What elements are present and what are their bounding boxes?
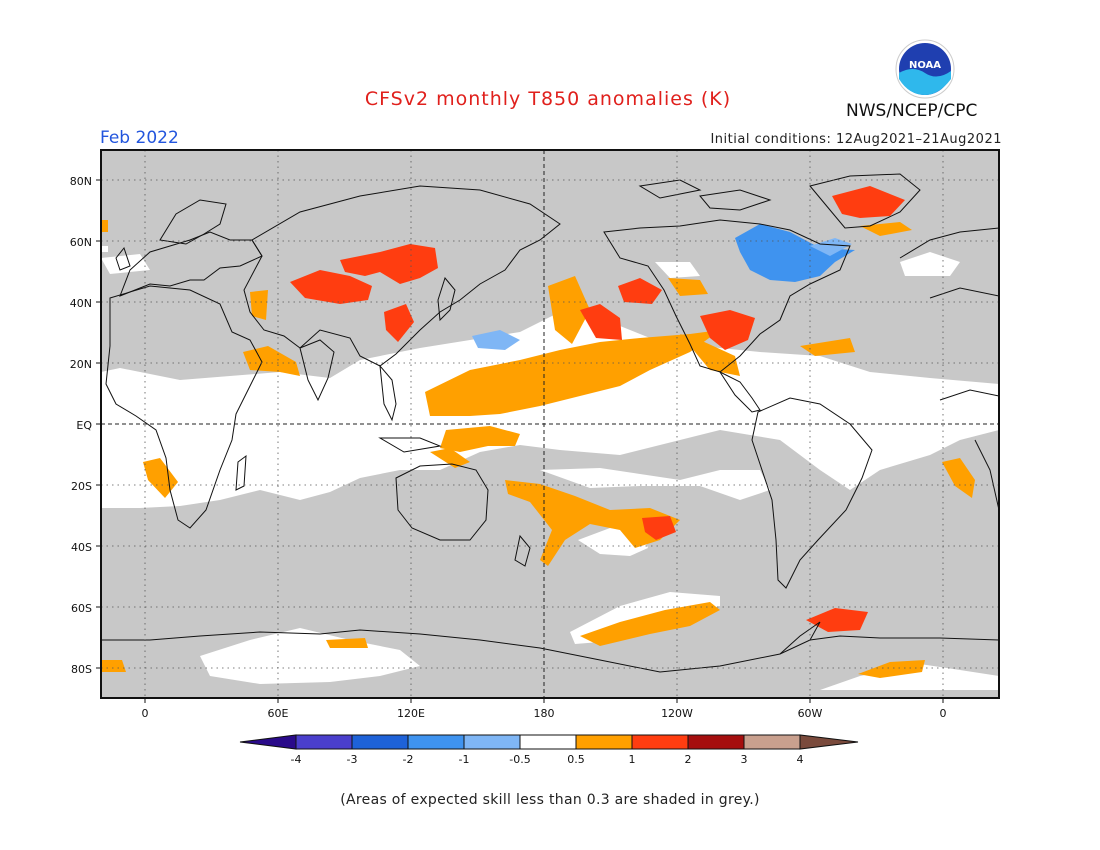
colorbar-bin [407,734,465,750]
lat-ticks [96,179,101,669]
colorbar-bin [575,734,633,750]
valid-month: Feb 2022 [100,128,179,148]
skill-footnote: (Areas of expected skill less than 0.3 a… [340,792,760,808]
graticule [101,150,999,698]
colorbar-bin [687,734,745,750]
coastlines [101,173,999,673]
colorbar-bin [351,734,409,750]
noaa-logo-text: NOAA [909,60,941,71]
lat-label: 20N [70,358,92,371]
colorbar-tick: 2 [685,753,692,766]
lat-label: 20S [71,480,92,493]
initial-conditions: Initial conditions: 12Aug2021–21Aug2021 [710,132,1002,147]
lon-label: 120E [397,707,425,720]
lat-label: 40N [70,297,92,310]
colorbar-tick: 4 [797,753,804,766]
lat-label: 40S [71,541,92,554]
warm-anomaly-0.5-1 [101,220,975,678]
colorbar-tick: 3 [741,753,748,766]
lon-label: 0 [940,707,947,720]
lat-label: EQ [76,419,92,432]
colorbar-bin [463,734,521,750]
colorbar-tick: 0.5 [567,753,585,766]
colorbar-tick: -4 [291,753,302,766]
colorbar-tick: -3 [347,753,358,766]
colorbar-arrow-low [239,734,297,750]
lon-labels: 0 60E 120E 180 120W 60W 0 [142,707,947,720]
lat-label: 80S [71,663,92,676]
colorbar-bin [519,734,577,750]
lat-label: 80N [70,175,92,188]
cold-anomaly [472,224,855,350]
equator-dateline [101,150,999,698]
lat-label: 60N [70,236,92,249]
colorbar-tick: -2 [403,753,414,766]
warm-anomaly-1-2 [290,186,905,632]
colorbar-bin [631,734,689,750]
colorbar-tick: -0.5 [509,753,530,766]
neutral-anomaly-regions [101,246,999,690]
lon-label: 60W [798,707,823,720]
colorbar-tick: -1 [459,753,470,766]
lon-label: 120W [661,707,693,720]
lat-labels: 80N 60N 40N 20N EQ 20S 40S 60S 80S [70,175,93,676]
map-title: CFSv2 monthly T850 anomalies (K) [364,88,732,110]
colorbar-labels: -4 -3 -2 -1 -0.5 0.5 1 2 3 4 [291,753,804,766]
colorbar-bin [295,734,353,750]
lon-label: 180 [534,707,555,720]
colorbar [239,734,859,750]
lon-label: 0 [142,707,149,720]
lon-ticks [144,698,944,703]
agency-label: NWS/NCEP/CPC [846,101,978,121]
colorbar-arrow-high [799,734,859,750]
colorbar-tick: 1 [629,753,636,766]
lon-label: 60E [268,707,289,720]
lat-label: 60S [71,602,92,615]
noaa-logo: NOAA [895,39,955,103]
colorbar-bin [743,734,801,750]
